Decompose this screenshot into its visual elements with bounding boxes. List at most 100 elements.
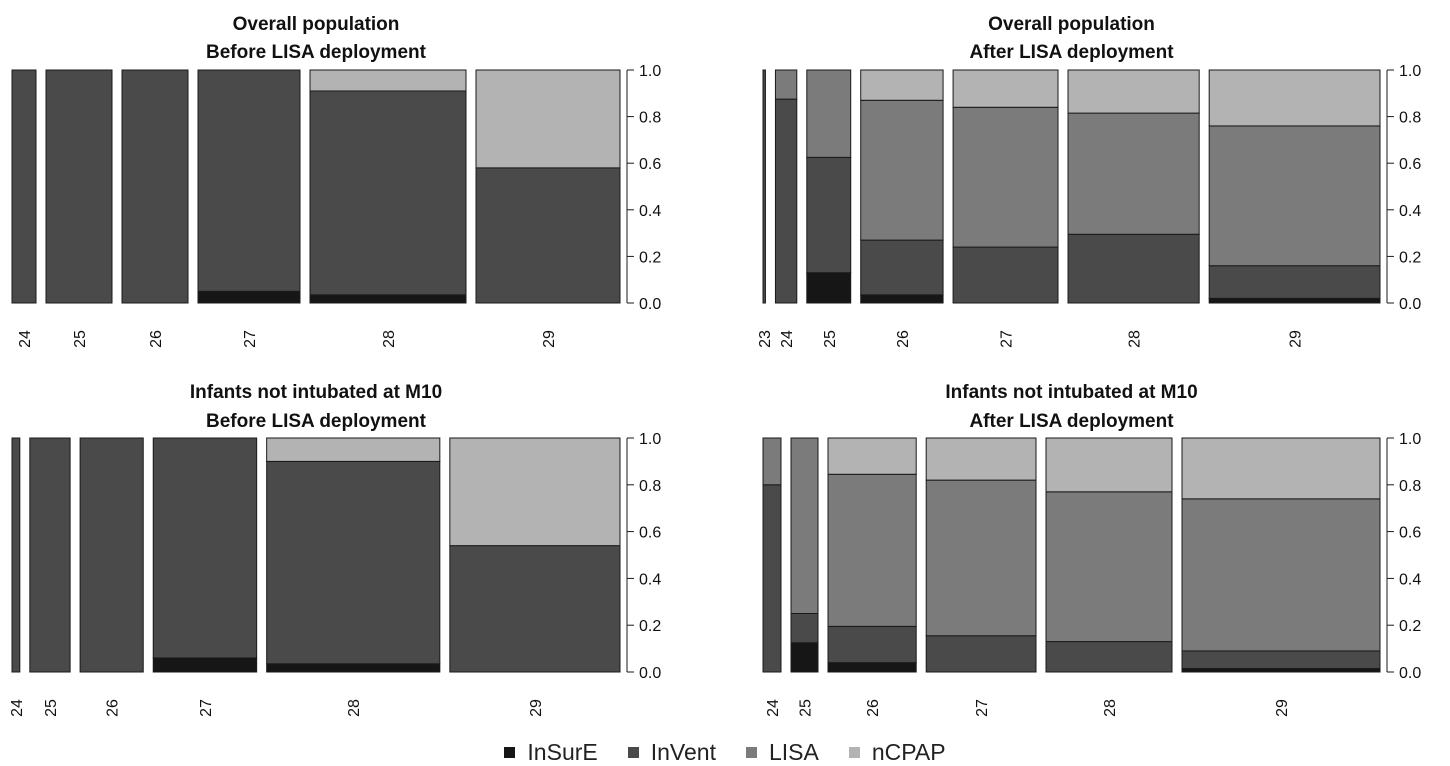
panel-1-bar-29-invent xyxy=(475,167,621,304)
panel-1-bar-25-invent xyxy=(45,69,113,304)
panel-3-title: Infants not intubated at M10 xyxy=(190,382,442,403)
panel-4-bar-25-invent xyxy=(790,613,819,644)
panel-3-y-tick-label: 0.0 xyxy=(639,665,661,682)
panel-1-bar-28-ncpap xyxy=(309,69,467,92)
panel-2-bar-29-insure xyxy=(1208,297,1381,304)
panel-2-bar-23-invent xyxy=(762,69,766,304)
panel-2-category-label: 25 xyxy=(822,330,839,348)
panel-1-y-tick-label: 0.8 xyxy=(639,110,661,127)
panel-3-bar-27-invent xyxy=(152,437,258,659)
panel-2-y-tick-label: 1.0 xyxy=(1399,63,1421,80)
panel-2-bar-28-ncpap xyxy=(1067,69,1200,114)
panel-2-category-label: 27 xyxy=(999,330,1016,348)
panel-4-subtitle: After LISA deployment xyxy=(969,411,1174,432)
panel-1-category-label: 29 xyxy=(541,330,558,348)
panel-2-subtitle: After LISA deployment xyxy=(969,42,1174,63)
panel-3-category-label: 26 xyxy=(105,699,122,717)
panel-3-y-tick-label: 0.2 xyxy=(639,618,661,635)
panel-3-y-tick-label: 0.6 xyxy=(639,525,661,542)
legend-item-invent: InVent xyxy=(627,739,716,766)
panel-4-category-label: 24 xyxy=(765,699,782,717)
panel-3-category-label: 25 xyxy=(43,699,60,717)
legend-swatch-lisa xyxy=(745,746,757,758)
panel-2-bar-26-lisa xyxy=(860,99,944,241)
panel-4-bar-28-invent xyxy=(1045,641,1173,673)
legend-item-insure: InSurE xyxy=(504,739,598,766)
panel-2-bar-28-lisa xyxy=(1067,112,1200,235)
panel-4-bar-27-ncpap xyxy=(925,437,1037,481)
panel-1-bar-28-insure xyxy=(309,294,467,304)
panel-1-y-tick-label: 0.2 xyxy=(639,249,661,266)
panel-4-bar-24-lisa xyxy=(762,437,782,486)
panel-1-y-tick-label: 0.6 xyxy=(639,156,661,173)
panel-2-bar-27-invent xyxy=(952,246,1059,304)
panel-4-bar-27-invent xyxy=(925,635,1037,673)
panel-2-category-label: 24 xyxy=(779,330,796,348)
panel-2-y-tick-label: 0.4 xyxy=(1399,203,1421,220)
panel-3-category-label: 28 xyxy=(346,699,363,717)
panel-3-subtitle: Before LISA deployment xyxy=(206,411,427,432)
legend-swatch-ncpap xyxy=(848,746,860,758)
panel-2-bar-26-ncpap xyxy=(860,69,944,101)
panel-3-bar-27-insure xyxy=(152,657,258,673)
panel-3-category-label: 27 xyxy=(198,699,215,717)
mosaic-figure: Overall population Before LISA deployment… xyxy=(9,14,1421,717)
panel-1-bar-28-invent xyxy=(309,90,467,296)
panel-4-bar-27-lisa xyxy=(925,479,1037,637)
panel-4-bar-28-lisa xyxy=(1045,491,1173,643)
panel-2-bar-26-insure xyxy=(860,294,944,304)
panel-2-bar-25-lisa xyxy=(806,69,852,158)
legend-item-ncpap: nCPAP xyxy=(848,739,946,766)
panel-1-bar-24-invent xyxy=(11,69,37,304)
legend-label-lisa: LISA xyxy=(768,738,819,765)
panel-4-bar-29-insure xyxy=(1181,667,1381,673)
panel-3-y-tick-label: 1.0 xyxy=(639,431,661,448)
panel-2-bar-25-insure xyxy=(806,272,852,304)
panel-2-bar-25-invent xyxy=(806,156,852,274)
panel-4-bar-29-ncpap xyxy=(1181,437,1381,500)
panel-1-title: Overall population xyxy=(233,14,400,35)
panel-4-y-tick-label: 1.0 xyxy=(1399,431,1421,448)
panel-1-bar-27-insure xyxy=(197,290,301,304)
panel-2-y-tick-label: 0.8 xyxy=(1399,110,1421,127)
panel-3-bar-28-invent xyxy=(266,460,441,665)
panel-3-bar-28-insure xyxy=(266,663,441,673)
panel-2-bar-24-lisa xyxy=(774,69,798,100)
panel-3-y-tick-label: 0.4 xyxy=(639,571,661,588)
panel-4-bar-24-invent xyxy=(762,484,782,673)
panel-4-bar-29-lisa xyxy=(1181,498,1381,652)
panel-2-y-tick-label: 0.6 xyxy=(1399,156,1421,173)
panel-4-bar-26-lisa xyxy=(827,473,917,627)
panel-2-bar-24-invent xyxy=(774,98,798,304)
panel-4-bar-26-invent xyxy=(827,625,917,664)
panel-1-bar-27-invent xyxy=(197,69,301,292)
panel-4-bar-28-ncpap xyxy=(1045,437,1173,493)
panel-2-bar-28-invent xyxy=(1067,233,1200,304)
panel-2-category-label: 29 xyxy=(1288,330,1305,348)
legend-swatch-insure xyxy=(504,746,516,758)
panel-4-bar-29-invent xyxy=(1181,650,1381,669)
panel-2-category-label: 28 xyxy=(1127,330,1144,348)
panel-2-bar-26-invent xyxy=(860,239,944,296)
panel-4-y-tick-label: 0.8 xyxy=(1399,478,1421,495)
panel-4-y-tick-label: 0.6 xyxy=(1399,525,1421,542)
panel-3-bar-26-invent xyxy=(79,437,144,673)
panel-3-bar-28-ncpap xyxy=(266,437,441,462)
panel-1-subtitle: Before LISA deployment xyxy=(206,42,427,63)
panel-1-y-tick-label: 1.0 xyxy=(639,63,661,80)
panel-3-category-label: 29 xyxy=(528,699,545,717)
panel-3-bar-25-invent xyxy=(29,437,71,673)
panel-1-y-tick-label: 0.0 xyxy=(639,296,661,313)
panel-1-category-label: 25 xyxy=(72,330,89,348)
legend: InSurE InVent LISA nCPAP xyxy=(0,738,1450,766)
panel-4-title: Infants not intubated at M10 xyxy=(945,382,1197,403)
panel-1-y-tick-label: 0.4 xyxy=(639,203,661,220)
panel-3-category-label: 24 xyxy=(9,699,26,717)
panel-1-bar-26-invent xyxy=(121,69,189,304)
panel-1-category-label: 24 xyxy=(17,330,34,348)
panel-4-category-label: 26 xyxy=(865,699,882,717)
panel-4-y-tick-label: 0.4 xyxy=(1399,571,1421,588)
panel-4-y-tick-label: 0.2 xyxy=(1399,618,1421,635)
panel-1-category-label: 28 xyxy=(381,330,398,348)
panel-4-bar-25-insure xyxy=(790,642,819,673)
